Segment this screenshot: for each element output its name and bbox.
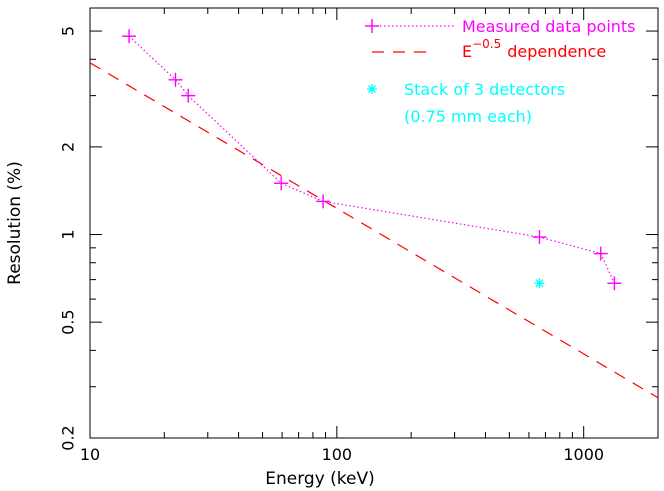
measured-point (532, 230, 547, 245)
x-axis-label: Energy (keV) (265, 469, 375, 489)
series-layer (89, 29, 659, 399)
legend-stack: Stack of 3 detectors (0.75 mm each) (367, 80, 565, 126)
y-tick-label: 2 (59, 142, 78, 152)
measured-point (607, 276, 622, 291)
legend-power-law-base: E (462, 42, 472, 61)
legend-measured: Measured data points (365, 17, 636, 36)
legend-stack-marker (367, 84, 377, 94)
y-tick-label: 1 (59, 229, 78, 239)
legend-measured-label: Measured data points (462, 17, 636, 36)
y-axis-label: Resolution (%) (5, 161, 25, 285)
y-tick-label: 0.5 (59, 309, 78, 334)
legend-measured-marker (365, 19, 379, 33)
x-tick-label: 1000 (563, 445, 604, 464)
measured-point (593, 246, 608, 261)
power-law-line (89, 62, 659, 399)
legend-power-law-suffix: dependence (507, 42, 606, 61)
y-tick-label: 5 (59, 26, 78, 36)
x-tick-label: 100 (322, 445, 353, 464)
legend-power-law-label: E−0.5 dependence (462, 37, 606, 61)
stack-point (534, 278, 545, 289)
legend-power-law-exponent: −0.5 (472, 37, 501, 51)
measured-line (128, 35, 615, 284)
x-tick-label: 10 (80, 445, 100, 464)
measured-point (122, 29, 137, 44)
measured-point (181, 88, 196, 103)
y-tick-label: 0.2 (59, 425, 78, 450)
axis-ticks (89, 8, 659, 439)
measured-point (316, 194, 331, 209)
plot-frame (89, 7, 659, 439)
legend-stack-label-line2: (0.75 mm each) (404, 107, 532, 126)
measured-point (168, 72, 183, 87)
legend-power-law: E−0.5 dependence (372, 37, 606, 61)
legend-stack-label-line1: Stack of 3 detectors (404, 80, 565, 99)
measured-point (274, 176, 289, 191)
legend: Measured data points E−0.5 dependence Sta… (365, 17, 636, 126)
axis-tick-labels: 10 100 1000 0.2 0.5 1 2 5 (59, 26, 605, 464)
